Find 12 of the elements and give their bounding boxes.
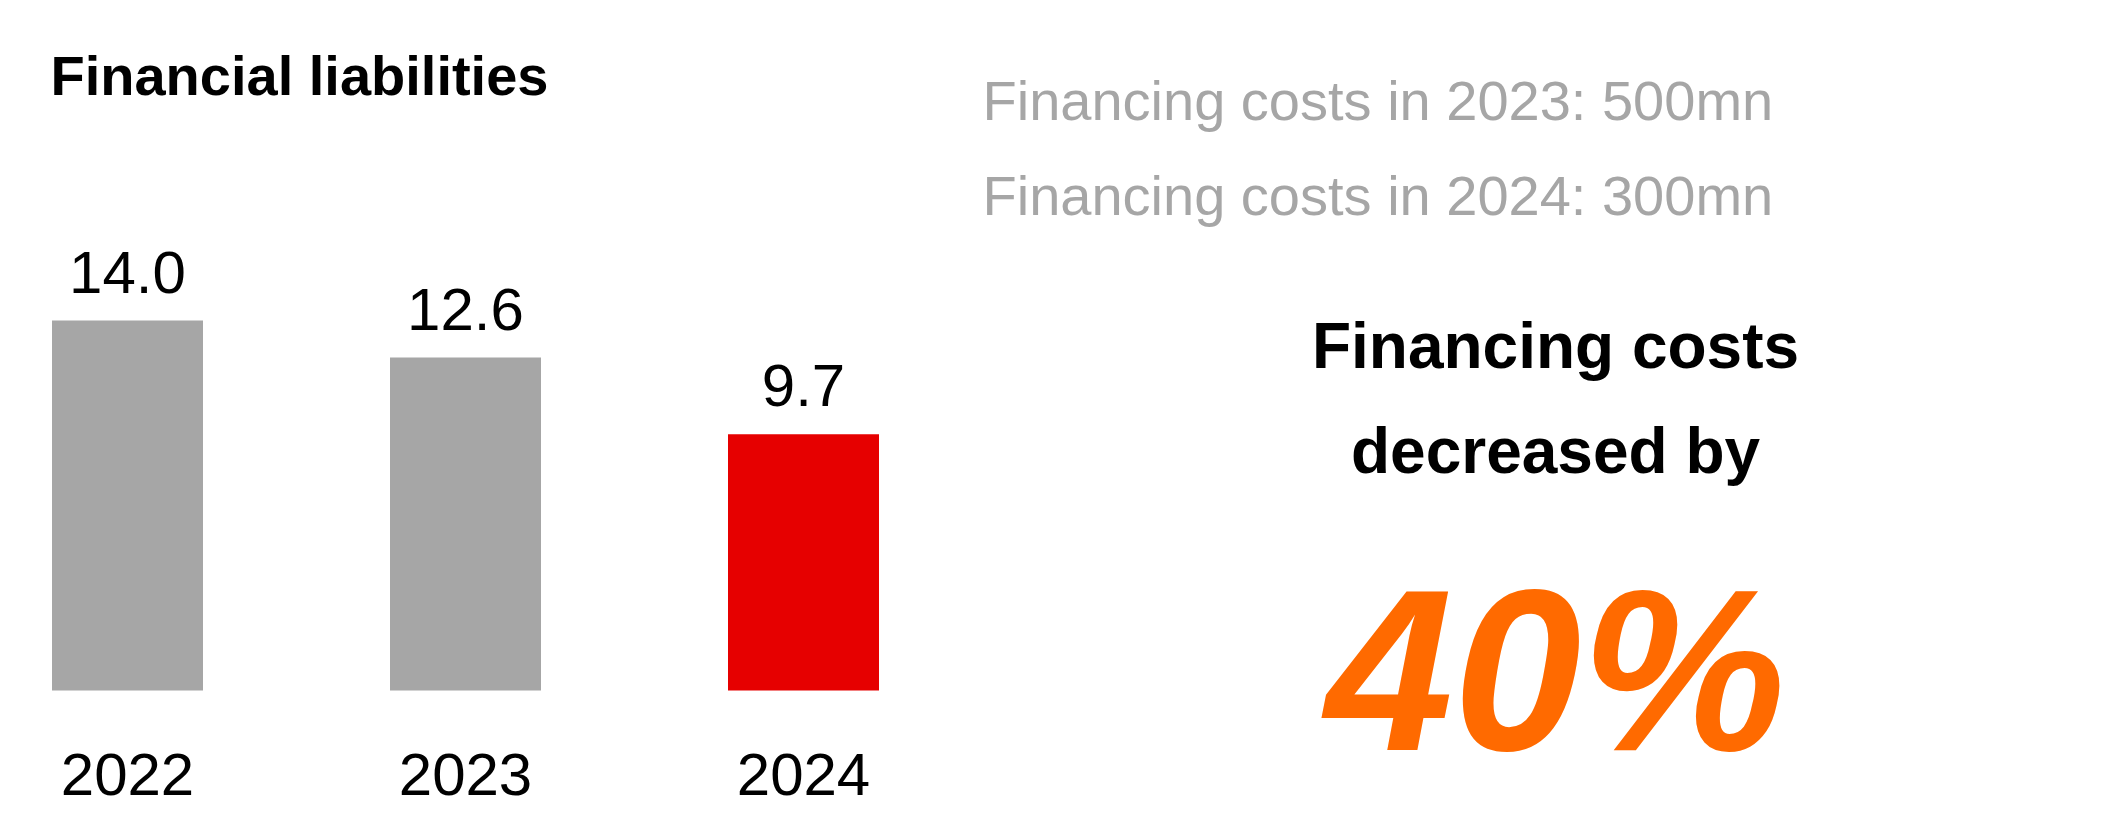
text: Financing costs in 2023: 500mn xyxy=(982,69,1774,132)
data-label: 14.0 xyxy=(69,238,186,306)
x-tick-label: 2022 xyxy=(60,740,195,808)
x-tick-label: 2024 xyxy=(736,740,871,808)
data-label: 9.7 xyxy=(761,352,846,420)
text: 40% xyxy=(1321,542,1786,799)
x-tick-label: 2023 xyxy=(398,740,533,808)
text: Financing costs in 2024: 300mn xyxy=(982,164,1774,227)
text: Financing costs xyxy=(1311,309,1800,382)
chart-title: Financial liabilities xyxy=(50,44,549,107)
text: decreased by xyxy=(1350,414,1761,487)
data-label: 12.6 xyxy=(407,275,524,343)
